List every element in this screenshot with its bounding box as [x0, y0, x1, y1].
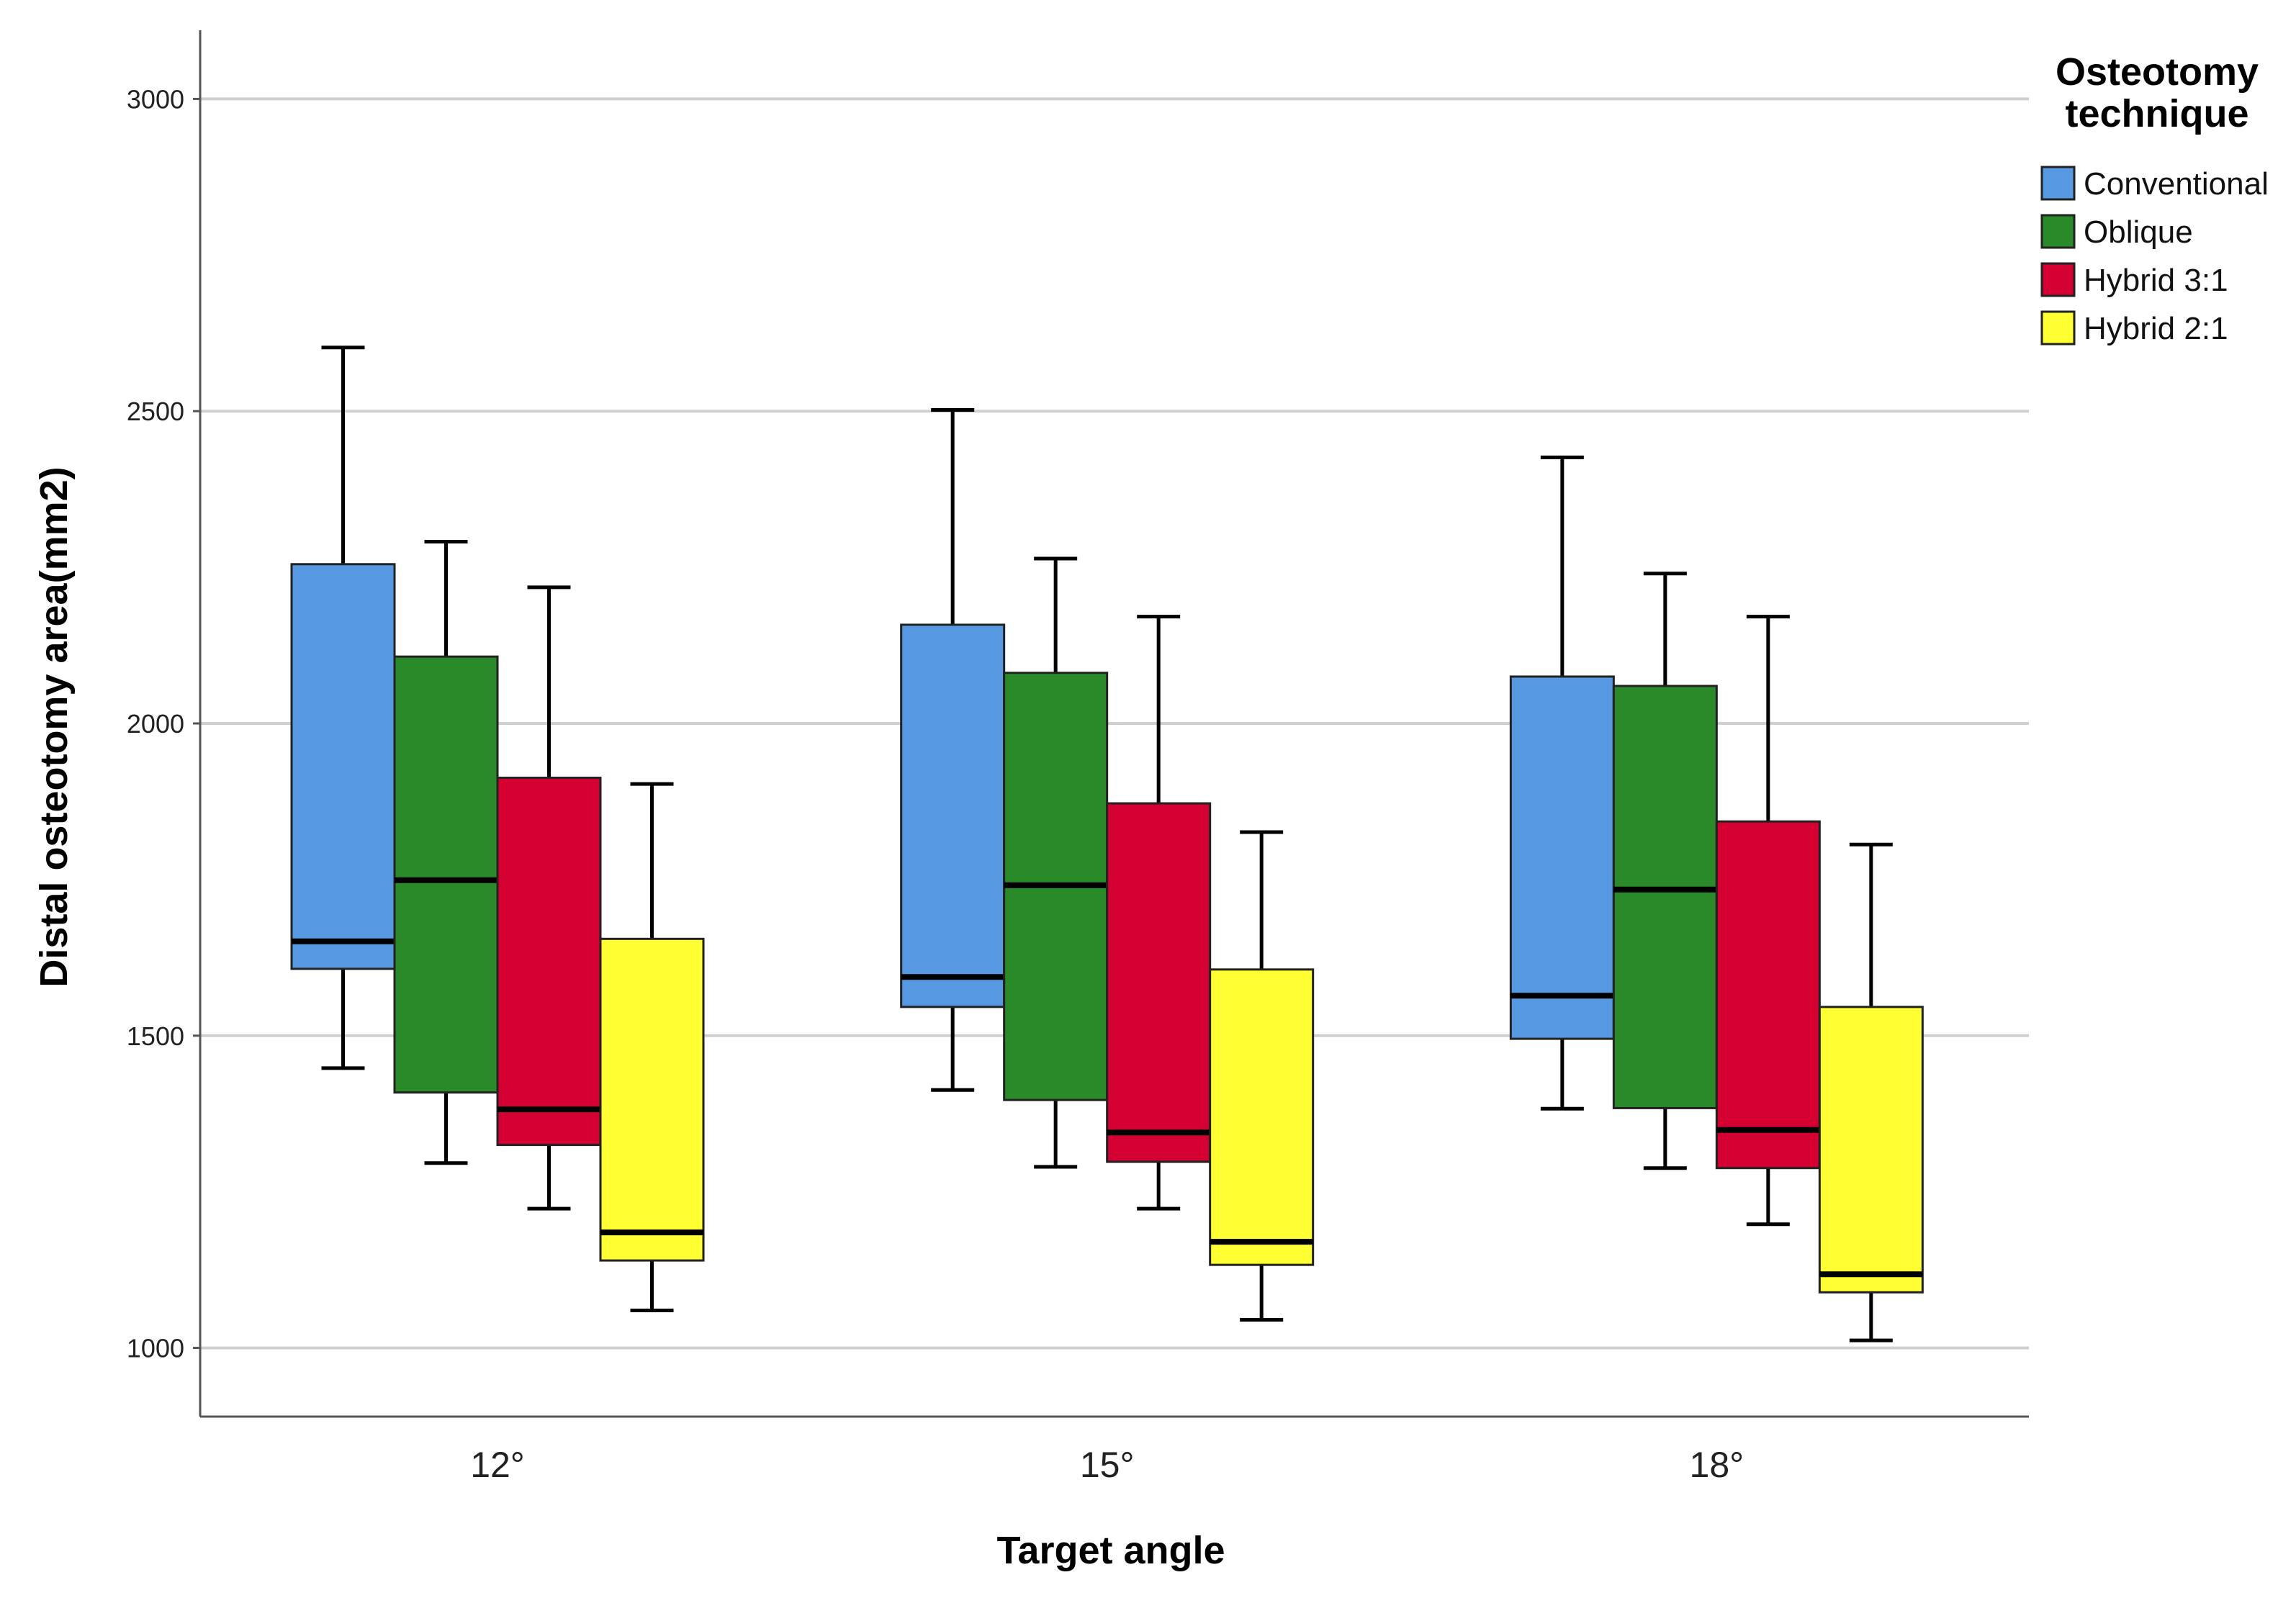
box-oblique-1 — [1003, 556, 1109, 1169]
box-hybrid-3-1-0 — [496, 585, 602, 1211]
x-category-label-1: 15° — [1080, 1445, 1135, 1485]
box-hybrid-2-1-0 — [599, 782, 705, 1313]
box-oblique-2 — [1612, 572, 1718, 1170]
box-conventional-2 — [1509, 455, 1615, 1111]
y-tick-label-2500: 2500 — [127, 397, 184, 426]
x-category-label-2: 18° — [1690, 1445, 1744, 1485]
iqr-box — [290, 563, 396, 970]
iqr-box — [1612, 685, 1718, 1109]
y-tick-label-2000: 2000 — [127, 709, 184, 739]
legend-label-3: Hybrid 2:1 — [2084, 311, 2228, 346]
legend-label-2: Hybrid 3:1 — [2084, 263, 2228, 298]
box-hybrid-2-1-2 — [1818, 842, 1924, 1342]
legend-swatch-2 — [2040, 262, 2076, 297]
iqr-box — [599, 937, 705, 1262]
iqr-box — [1818, 1006, 1924, 1294]
iqr-box — [1509, 675, 1615, 1040]
box-hybrid-3-1-2 — [1715, 615, 1821, 1227]
iqr-box — [1106, 802, 1212, 1163]
box-conventional-1 — [900, 407, 1006, 1092]
legend-swatch-3 — [2040, 310, 2076, 346]
legend-label-0: Conventional — [2084, 166, 2269, 202]
x-category-label-0: 12° — [470, 1445, 525, 1485]
box-conventional-0 — [290, 346, 396, 1070]
x-axis-title: Target angle — [996, 1529, 1225, 1572]
box-series — [290, 346, 1924, 1342]
y-tick-label-1000: 1000 — [127, 1334, 184, 1363]
iqr-box — [496, 776, 602, 1147]
legend-label-1: Oblique — [2084, 215, 2193, 250]
iqr-box — [1209, 968, 1315, 1266]
box-hybrid-3-1-1 — [1106, 615, 1212, 1211]
legend-swatch-0 — [2040, 166, 2076, 201]
iqr-box — [1715, 820, 1821, 1170]
legend-swatch-1 — [2040, 214, 2076, 249]
y-axis: 1000 1500 2000 2500 3000 — [127, 30, 202, 1417]
y-tick-label-1500: 1500 — [127, 1021, 184, 1051]
legend-title-line-2: technique — [2065, 92, 2248, 135]
box-oblique-0 — [393, 540, 499, 1165]
y-tick-label-3000: 3000 — [127, 84, 184, 114]
legend-title-line-1: Osteotomy — [2056, 50, 2259, 94]
iqr-box — [393, 655, 499, 1094]
x-axis: 12° 15° 18° — [200, 1415, 2029, 1485]
y-axis-title: Distal osteotomy area(mm2) — [32, 466, 76, 987]
legend: Osteotomy technique Conventional Oblique H… — [2040, 50, 2269, 346]
iqr-box — [900, 623, 1006, 1008]
box-hybrid-2-1-1 — [1209, 830, 1315, 1322]
